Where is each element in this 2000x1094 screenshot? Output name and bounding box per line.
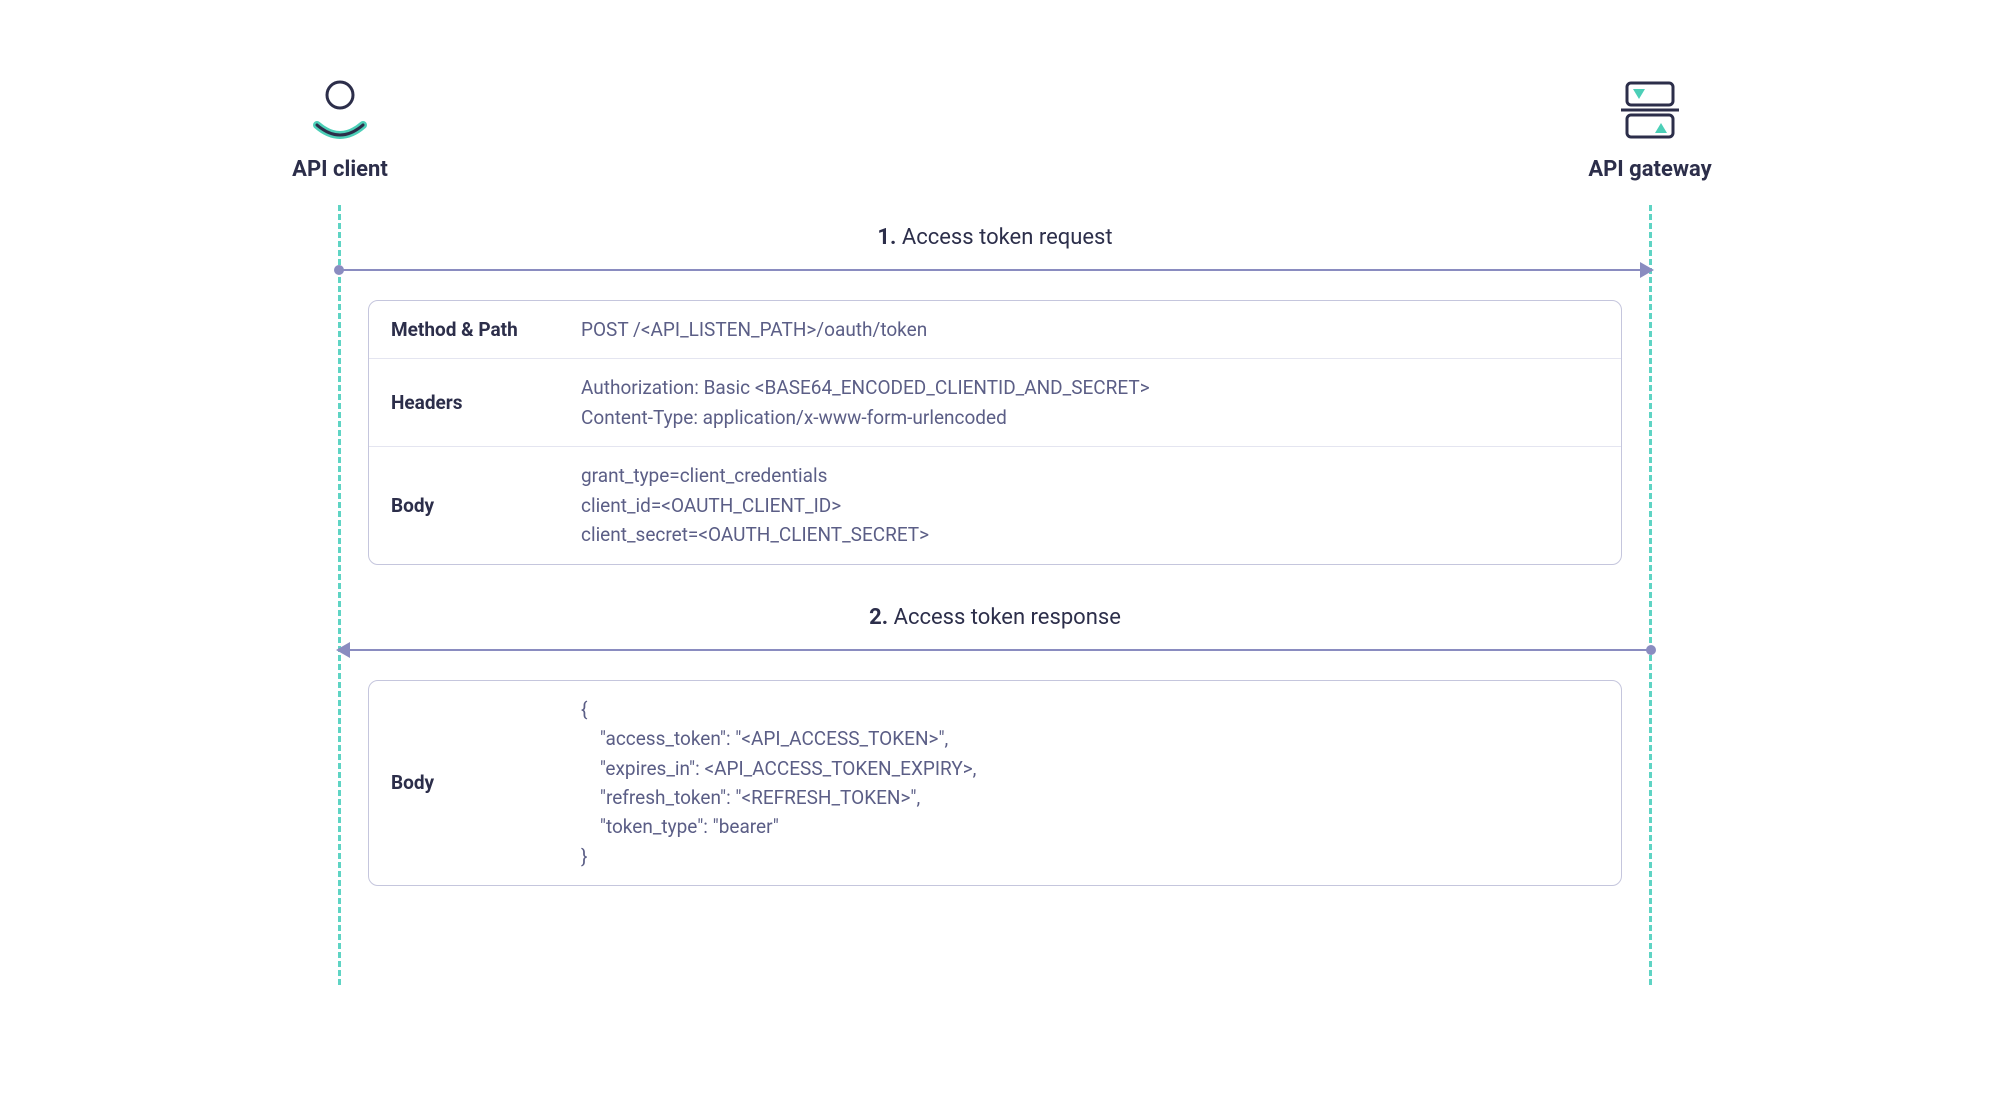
- detail-value: grant_type=client_credentials client_id=…: [581, 461, 1599, 549]
- actor-label: API gateway: [1580, 157, 1720, 182]
- arrow-head-right-icon: [1640, 262, 1654, 278]
- user-curve-icon: [305, 75, 375, 145]
- step-number: 2.: [869, 605, 888, 630]
- actor-api-gateway: API gateway: [1580, 75, 1720, 182]
- actor-api-client: API client: [280, 75, 400, 182]
- step-title-2: 2. Access token response: [338, 605, 1652, 630]
- detail-label: Headers: [391, 373, 581, 432]
- arrow-line: [338, 649, 1652, 651]
- sequence-diagram: API client API gateway 1. Access token r…: [280, 75, 1720, 195]
- detail-label: Body: [391, 695, 581, 872]
- gateway-icon: [1615, 75, 1685, 145]
- step-text: Access token request: [902, 225, 1113, 250]
- detail-label: Method & Path: [391, 315, 581, 344]
- detail-value: { "access_token": "<API_ACCESS_TOKEN>", …: [581, 695, 1599, 872]
- detail-row: Body { "access_token": "<API_ACCESS_TOKE…: [369, 681, 1621, 886]
- detail-value: POST /<API_LISTEN_PATH>/oauth/token: [581, 315, 1599, 344]
- detail-label: Body: [391, 461, 581, 549]
- step-text: Access token response: [894, 605, 1121, 630]
- actors-row: API client API gateway: [280, 75, 1720, 195]
- step-title-1: 1. Access token request: [338, 225, 1652, 250]
- detail-row: Method & Path POST /<API_LISTEN_PATH>/oa…: [369, 301, 1621, 359]
- detail-row: Body grant_type=client_credentials clien…: [369, 447, 1621, 563]
- response-details-box: Body { "access_token": "<API_ACCESS_TOKE…: [368, 680, 1622, 887]
- actor-label: API client: [280, 157, 400, 182]
- arrow-origin-dot: [1646, 645, 1656, 655]
- arrow-request: [338, 262, 1652, 278]
- arrow-response: [338, 642, 1652, 658]
- arrow-line: [338, 269, 1652, 271]
- sequence-body: 1. Access token request Method & Path PO…: [338, 225, 1652, 926]
- detail-value: Authorization: Basic <BASE64_ENCODED_CLI…: [581, 373, 1599, 432]
- detail-row: Headers Authorization: Basic <BASE64_ENC…: [369, 359, 1621, 447]
- request-details-box: Method & Path POST /<API_LISTEN_PATH>/oa…: [368, 300, 1622, 565]
- step-number: 1.: [877, 225, 896, 250]
